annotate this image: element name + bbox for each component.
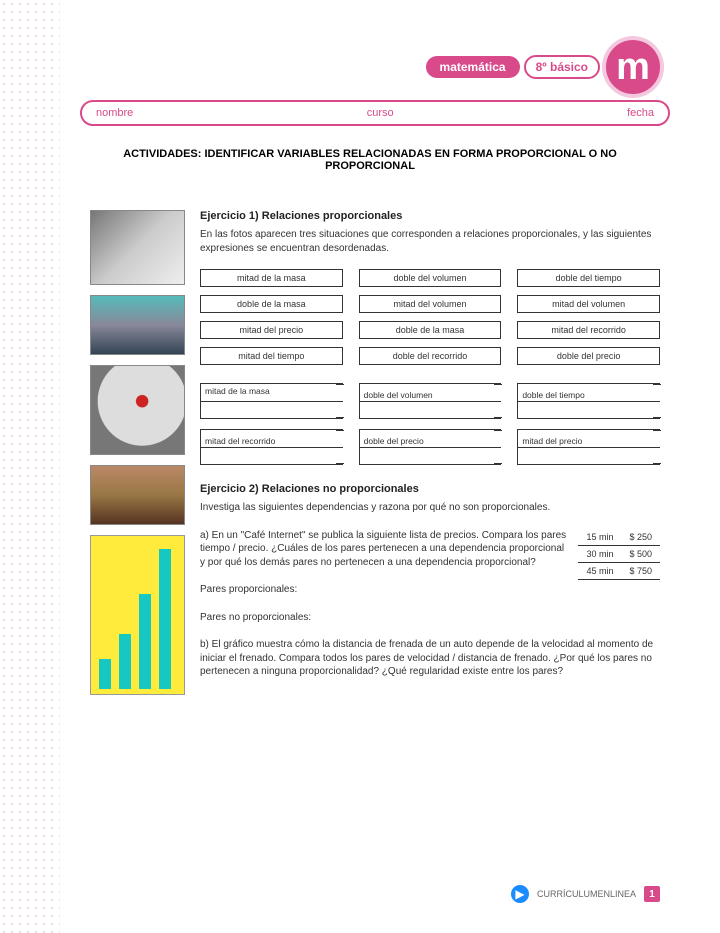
cell: doble del tiempo [517, 269, 660, 287]
bracket-label: mitad de la masa [201, 384, 343, 398]
ej2-body-b: b) El gráfico muestra cómo la distancia … [200, 638, 660, 679]
ej1-title: Ejercicio 1) Relaciones proporcionales [200, 210, 660, 222]
footer: ▶ CURRÍCULUMENLINEA 1 [511, 885, 660, 903]
bracket-box: doble del tiempo [517, 383, 660, 419]
bracket-box: mitad de la masa [200, 383, 343, 419]
thumb-scale [90, 365, 185, 455]
cell: doble del precio [517, 347, 660, 365]
cell-price: $ 250 [621, 529, 660, 546]
table-row: 15 min$ 250 [578, 529, 660, 546]
cell: mitad del volumen [517, 295, 660, 313]
bracket-label: mitad del precio [518, 434, 660, 448]
label-noprop: Pares no proporcionales: [200, 611, 660, 625]
bracket-box: doble del precio [359, 429, 502, 465]
left-image-column [90, 210, 185, 695]
header-pills: matemática 8º básico m [426, 40, 660, 94]
ej2-part-a: 15 min$ 250 30 min$ 500 45 min$ 750 a) E… [200, 529, 660, 570]
page-number: 1 [644, 886, 660, 902]
price-table: 15 min$ 250 30 min$ 500 45 min$ 750 [578, 529, 660, 580]
level-pill: 8º básico [524, 55, 600, 79]
cell: doble de la masa [359, 321, 502, 339]
cell: doble del recorrido [359, 347, 502, 365]
bracket-row-1: mitad de la masa doble del volumen doble… [200, 383, 660, 419]
ej2-intro: Investiga las siguientes dependencias y … [200, 501, 660, 515]
title-line2: PROPORCIONAL [90, 160, 650, 172]
bracket-label: doble del volumen [360, 388, 502, 402]
cell: doble del volumen [359, 269, 502, 287]
thumb-cafe [90, 465, 185, 525]
dot-pattern-sidebar [0, 0, 60, 933]
chart-bar [99, 659, 111, 689]
table-row: 30 min$ 500 [578, 545, 660, 562]
main-content: Ejercicio 1) Relaciones proporcionales E… [200, 210, 660, 693]
label-fecha: fecha [627, 107, 654, 119]
page-title: ACTIVIDADES: IDENTIFICAR VARIABLES RELAC… [90, 148, 650, 172]
bracket-box: mitad del precio [517, 429, 660, 465]
table-row: 45 min$ 750 [578, 562, 660, 579]
cell-time: 45 min [578, 562, 621, 579]
cell: mitad del tiempo [200, 347, 343, 365]
label-prop: Pares proporcionales: [200, 583, 660, 597]
title-line1: ACTIVIDADES: IDENTIFICAR VARIABLES RELAC… [90, 148, 650, 160]
bracket-label: doble del tiempo [518, 388, 660, 402]
cell-price: $ 750 [621, 562, 660, 579]
thumb-bridge [90, 295, 185, 355]
cell: mitad de la masa [200, 269, 343, 287]
label-curso: curso [367, 107, 394, 119]
chart-bar [159, 549, 171, 689]
thumb-cube [90, 210, 185, 285]
ej2-body-a: a) En un "Café Internet" se publica la s… [200, 530, 566, 568]
ej2-title: Ejercicio 2) Relaciones no proporcionale… [200, 483, 660, 495]
logo-circle: m [606, 40, 660, 94]
label-nombre: nombre [96, 107, 133, 119]
mini-bar-chart [90, 535, 185, 695]
bracket-box: doble del volumen [359, 383, 502, 419]
cell: mitad del precio [200, 321, 343, 339]
cell: mitad del recorrido [517, 321, 660, 339]
bracket-label: doble del precio [360, 434, 502, 448]
bracket-row-2: mitad del recorrido doble del precio mit… [200, 429, 660, 465]
chart-bar [119, 634, 131, 689]
cell-time: 30 min [578, 545, 621, 562]
cell-time: 15 min [578, 529, 621, 546]
cell-price: $ 500 [621, 545, 660, 562]
footer-brand: CURRÍCULUMENLINEA [537, 889, 636, 899]
ej1-cell-grid: mitad de la masa doble del volumen doble… [200, 269, 660, 365]
ej1-intro: En las fotos aparecen tres situaciones q… [200, 228, 660, 255]
footer-play-icon: ▶ [511, 885, 529, 903]
bracket-label: mitad del recorrido [201, 434, 343, 448]
cell: doble de la masa [200, 295, 343, 313]
chart-bar [139, 594, 151, 689]
cell: mitad del volumen [359, 295, 502, 313]
bracket-box: mitad del recorrido [200, 429, 343, 465]
name-bar: nombre curso fecha [80, 100, 670, 126]
subject-pill: matemática [426, 56, 520, 78]
